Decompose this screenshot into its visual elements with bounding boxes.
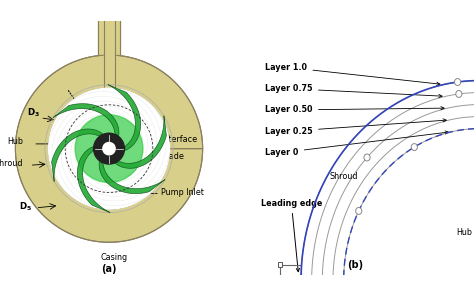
Bar <box>277 262 282 267</box>
Polygon shape <box>44 83 174 214</box>
Polygon shape <box>52 129 103 181</box>
Text: Hub: Hub <box>8 137 24 146</box>
Text: Interface: Interface <box>161 135 197 143</box>
Text: (b): (b) <box>347 260 364 270</box>
Polygon shape <box>39 79 179 219</box>
Circle shape <box>75 115 143 183</box>
Polygon shape <box>108 85 141 151</box>
Text: Pump Inlet: Pump Inlet <box>161 188 204 197</box>
Text: Leading edge: Leading edge <box>261 199 322 272</box>
Circle shape <box>411 144 418 151</box>
Polygon shape <box>20 60 198 237</box>
Text: $\mathbf{D_5}$: $\mathbf{D_5}$ <box>19 200 33 213</box>
Polygon shape <box>77 147 110 213</box>
Text: Casing: Casing <box>100 253 128 262</box>
Circle shape <box>93 133 124 164</box>
Text: Shroud: Shroud <box>329 172 358 181</box>
Text: Shroud: Shroud <box>0 159 23 168</box>
Polygon shape <box>115 116 166 168</box>
Circle shape <box>364 154 370 161</box>
Polygon shape <box>16 55 202 242</box>
Polygon shape <box>53 104 119 137</box>
Text: Layer 0: Layer 0 <box>265 131 448 157</box>
Text: $\mathbf{D_3}$: $\mathbf{D_3}$ <box>27 106 40 119</box>
Circle shape <box>356 207 362 214</box>
Circle shape <box>455 79 461 85</box>
Polygon shape <box>25 64 193 233</box>
Bar <box>299 278 303 283</box>
Text: Trailing edge: Trailing edge <box>0 283 1 284</box>
Text: Layer 0.25: Layer 0.25 <box>265 119 446 136</box>
Text: (a): (a) <box>101 264 117 274</box>
Polygon shape <box>35 74 184 223</box>
Bar <box>341 278 346 283</box>
Text: Blade: Blade <box>161 152 184 161</box>
Circle shape <box>48 88 169 209</box>
Polygon shape <box>30 69 189 228</box>
Polygon shape <box>49 88 170 209</box>
Text: Hub: Hub <box>456 228 473 237</box>
Polygon shape <box>134 0 153 4</box>
Text: Layer 0.75: Layer 0.75 <box>265 84 442 98</box>
Polygon shape <box>16 55 202 242</box>
Text: Layer 0.50: Layer 0.50 <box>265 105 444 114</box>
Polygon shape <box>99 4 120 55</box>
Circle shape <box>456 91 462 97</box>
Text: Layer 1.0: Layer 1.0 <box>265 63 440 85</box>
Polygon shape <box>99 161 165 194</box>
Polygon shape <box>104 7 115 88</box>
Circle shape <box>103 143 115 155</box>
Text: Outlet: Outlet <box>0 283 1 284</box>
